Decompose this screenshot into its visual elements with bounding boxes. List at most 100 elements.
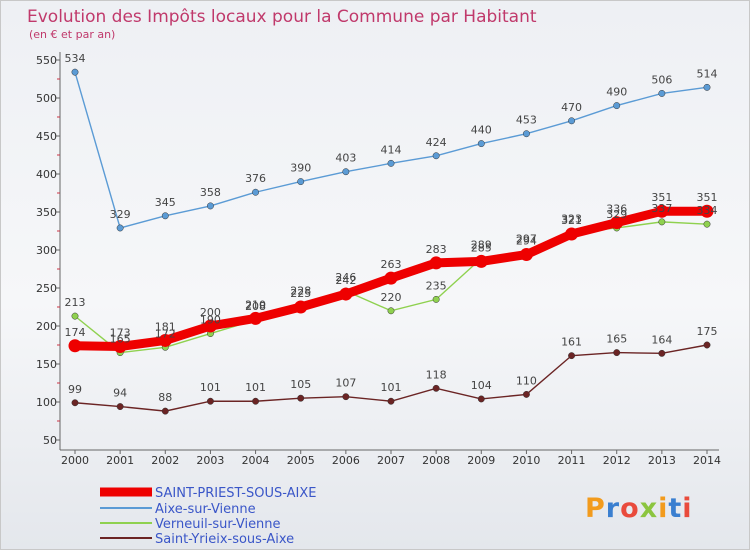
series-saint-yrieix-sous-aixe [71, 341, 711, 415]
data-point [519, 248, 533, 262]
proxiti-logo: Proxiti [585, 493, 692, 524]
data-point [432, 295, 440, 303]
data-point [116, 224, 124, 232]
data-point [161, 212, 169, 220]
data-label: 414 [381, 143, 402, 156]
data-label: 104 [471, 379, 492, 392]
data-label: 101 [381, 381, 402, 394]
y-tick-label: 450 [36, 130, 57, 143]
data-point [71, 399, 79, 407]
data-point [206, 397, 214, 405]
data-label: 190 [200, 314, 221, 327]
legend-label: Aixe-sur-Vienne [155, 502, 256, 517]
data-label: 329 [606, 208, 627, 221]
data-label: 213 [65, 296, 86, 309]
data-label: 424 [426, 136, 447, 149]
y-tick-label: 100 [36, 396, 57, 409]
series-layer [68, 68, 714, 415]
y-tick-label: 550 [36, 54, 57, 67]
x-tick-label: 2008 [422, 454, 450, 467]
data-label: 173 [110, 327, 131, 340]
data-label: 376 [245, 172, 266, 185]
data-point [474, 254, 488, 268]
data-point [339, 287, 353, 301]
legend-item-aixe-sur-vienne: Aixe-sur-Vienne [100, 502, 256, 517]
data-label: 242 [335, 274, 356, 287]
data-point [387, 307, 395, 315]
data-label: 534 [65, 52, 86, 65]
data-label: 110 [516, 374, 537, 387]
data-label: 294 [516, 235, 537, 248]
x-tick-label: 2004 [242, 454, 270, 467]
data-point [658, 218, 666, 226]
data-label: 107 [335, 377, 356, 390]
x-tick-label: 2013 [648, 454, 676, 467]
x-tick-label: 2014 [693, 454, 721, 467]
data-point [522, 130, 530, 138]
x-tick-label: 2007 [377, 454, 405, 467]
x-tick-label: 2011 [558, 454, 586, 467]
y-tick-label: 200 [36, 320, 57, 333]
legend-label: SAINT-PRIEST-SOUS-AIXE [155, 486, 317, 501]
x-tick-label: 2001 [106, 454, 134, 467]
data-point [113, 340, 127, 354]
data-point [700, 204, 714, 218]
data-label: 94 [113, 387, 127, 400]
data-point [565, 227, 579, 241]
legend-label: Saint-Yrieix-sous-Aixe [155, 532, 294, 547]
y-tick-label: 500 [36, 92, 57, 105]
data-label: 165 [606, 333, 627, 346]
x-tick-label: 2006 [332, 454, 360, 467]
data-point [387, 159, 395, 167]
data-label: 220 [381, 291, 402, 304]
data-point [613, 349, 621, 357]
data-label: 225 [290, 287, 311, 300]
data-point [158, 333, 172, 347]
x-tick-label: 2000 [61, 454, 89, 467]
y-tick-label: 400 [36, 168, 57, 181]
x-tick-label: 2005 [287, 454, 315, 467]
data-point [658, 89, 666, 97]
data-label: 490 [606, 86, 627, 99]
series-saint-priest-sous-aixe [68, 204, 714, 354]
data-label: 514 [697, 67, 718, 80]
data-label: 172 [155, 327, 176, 340]
data-point [610, 216, 624, 230]
data-label: 345 [155, 196, 176, 209]
data-label: 210 [245, 298, 266, 311]
data-label: 440 [471, 124, 492, 137]
data-label: 283 [426, 243, 447, 256]
data-point [252, 397, 260, 405]
data-point [71, 68, 79, 76]
data-label: 289 [471, 238, 492, 251]
data-point [655, 204, 669, 218]
data-label: 323 [561, 213, 582, 226]
data-label: 101 [200, 381, 221, 394]
data-label: 105 [290, 378, 311, 391]
data-point [387, 397, 395, 405]
x-tick-label: 2012 [603, 454, 631, 467]
data-label: 181 [155, 320, 176, 333]
data-label: 208 [245, 300, 266, 313]
data-label: 297 [516, 232, 537, 245]
data-point [71, 312, 79, 320]
data-label: 228 [290, 285, 311, 298]
data-label: 164 [651, 333, 672, 346]
data-label: 88 [158, 391, 172, 404]
y-tick-label: 150 [36, 358, 57, 371]
data-point [568, 352, 576, 360]
data-label: 165 [110, 333, 131, 346]
data-point [297, 178, 305, 186]
data-label: 453 [516, 114, 537, 127]
data-point [68, 339, 82, 353]
data-label: 285 [471, 241, 492, 254]
data-point [342, 168, 350, 176]
y-tick-label: 300 [36, 244, 57, 257]
x-tick-label: 2002 [151, 454, 179, 467]
data-point [206, 202, 214, 210]
data-label: 470 [561, 101, 582, 114]
data-point [249, 311, 263, 325]
data-point [203, 319, 217, 333]
